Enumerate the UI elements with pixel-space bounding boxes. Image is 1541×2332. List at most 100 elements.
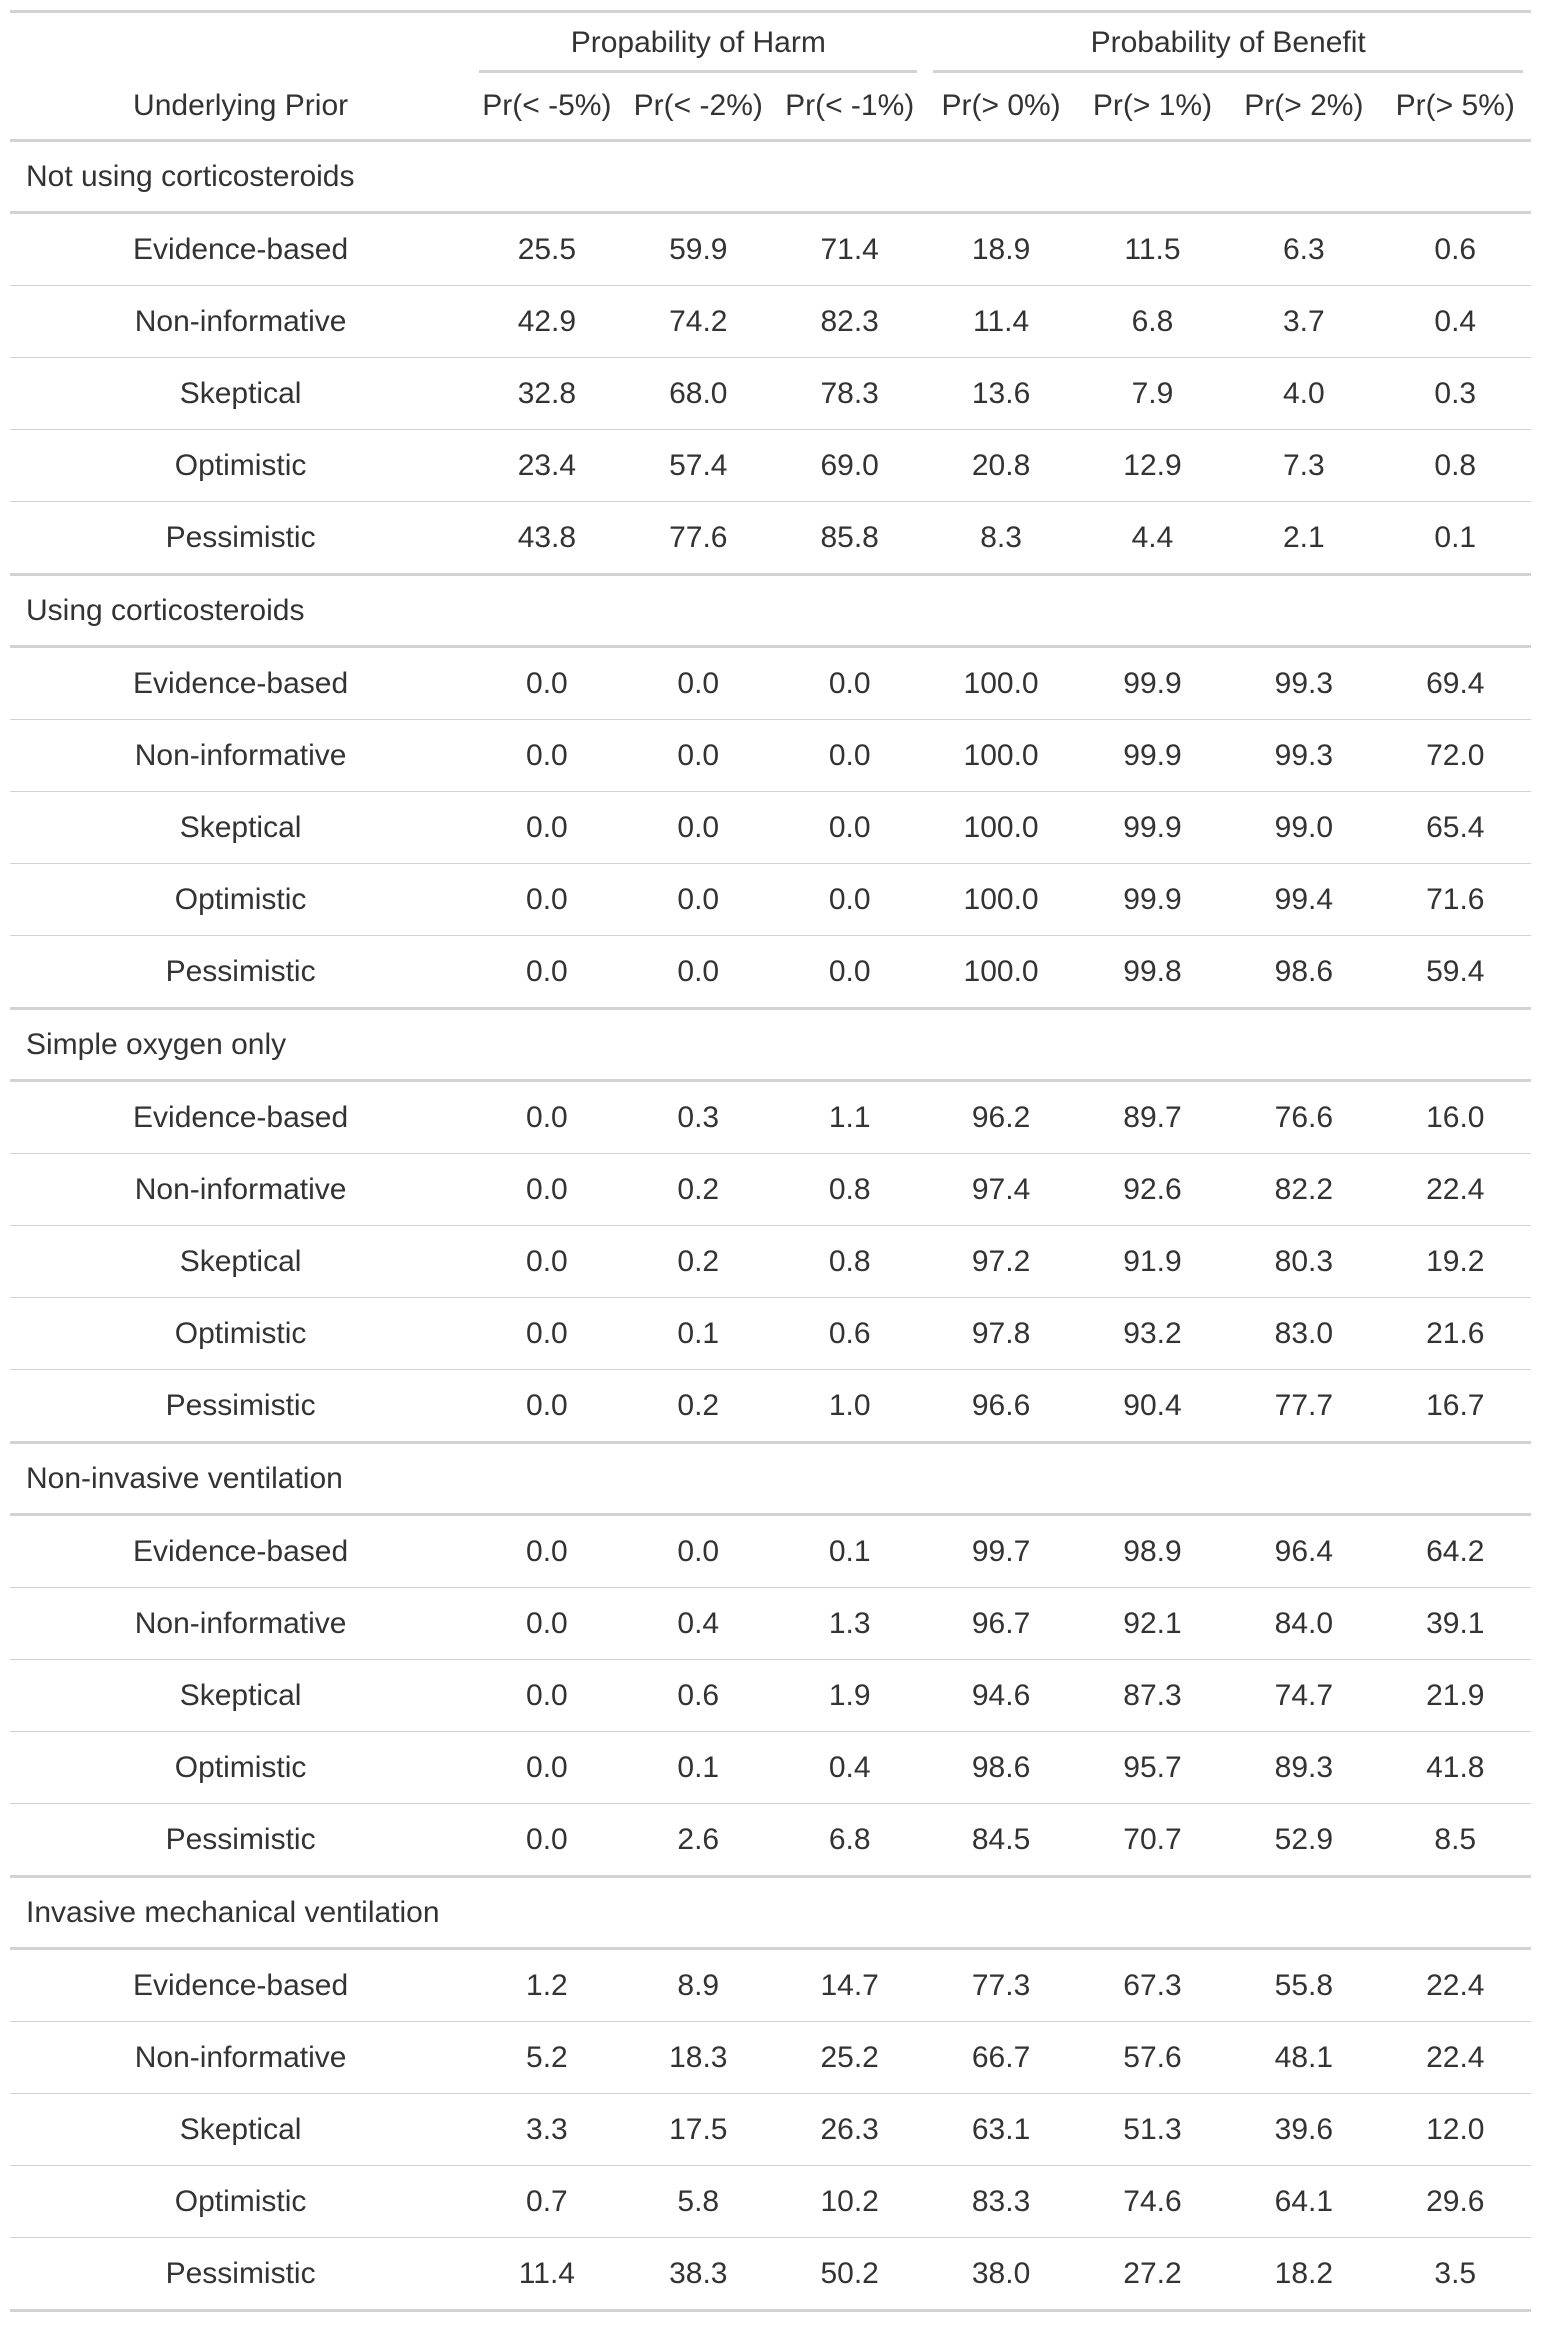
value-cell: 99.4 xyxy=(1228,863,1380,936)
value-cell: 0.0 xyxy=(677,666,720,700)
value-cell: 6.8 xyxy=(773,1803,926,1877)
value-cell: 2.1 xyxy=(1228,501,1380,575)
value-cell: 27.2 xyxy=(1076,2237,1229,2312)
value-cell: 0.0 xyxy=(471,1225,623,1298)
prior-label: Non-informative xyxy=(10,1587,472,1660)
value-cell: 11.5 xyxy=(1124,232,1181,266)
spanner-benefit-label: Probability of Benefit xyxy=(933,26,1523,73)
table-row: Non-informative 42.9 74.2 82.3 11.4 6.8 3.7 0.4 xyxy=(10,285,1531,358)
prior-label: Optimistic xyxy=(10,429,472,502)
value-cell: 99.8 xyxy=(1076,935,1229,1009)
value-cell: 0.0 xyxy=(622,863,774,936)
value-cell: 83.0 xyxy=(1228,1297,1380,1370)
table-row: Evidence-based 1.2 8.9 14.7 77.3 67.3 55.8 22.4 xyxy=(10,1949,1531,2022)
value-cell: 41.8 xyxy=(1379,1731,1531,1804)
prior-label: Optimistic xyxy=(10,2165,472,2238)
table-row: Skeptical 0.0 0.0 0.0 100.0 99.9 99.0 65.4 xyxy=(10,791,1531,864)
value-cell: 0.0 xyxy=(471,1803,623,1877)
value-cell: 99.3 xyxy=(1228,719,1380,792)
value-cell: 52.9 xyxy=(1228,1803,1380,1877)
group-title: Non-invasive ventilation xyxy=(10,1441,1531,1516)
value-cell: 0.0 xyxy=(471,1297,623,1370)
table-row: Evidence-based 25.5 59.9 71.4 18.9 11.5 6.3 0.6 xyxy=(10,213,1531,286)
table-row: Pessimistic 0.0 0.2 1.0 96.6 90.4 77.7 16.7 xyxy=(10,1369,1531,1443)
value-cell: 0.6 xyxy=(622,1659,774,1732)
value-cell: 89.7 xyxy=(1123,1100,1182,1134)
spanner-harm-label: Propability of Harm xyxy=(479,26,918,73)
value-cell: 0.0 xyxy=(677,1534,720,1568)
prior-label: Skeptical xyxy=(10,357,472,430)
value-cell: 8.3 xyxy=(925,501,1077,575)
prior-label: Evidence-based xyxy=(133,232,349,266)
value-cell: 100.0 xyxy=(925,719,1077,792)
group-title: Invasive mechanical ventilation xyxy=(10,1875,1531,1950)
value-cell: 0.1 xyxy=(622,1731,774,1804)
column-header: Pr(> 2%) xyxy=(1228,73,1380,142)
value-cell: 78.3 xyxy=(773,357,926,430)
value-cell: 0.8 xyxy=(773,1225,926,1298)
value-cell: 97.2 xyxy=(925,1225,1077,1298)
column-header: Pr(> 5%) xyxy=(1379,73,1531,142)
prior-label: Skeptical xyxy=(10,791,472,864)
value-cell: 5.8 xyxy=(622,2165,774,2238)
value-cell: 71.6 xyxy=(1379,863,1531,936)
group-row: Not using corticosteroids xyxy=(10,139,1531,214)
prior-label: Evidence-based xyxy=(133,1534,349,1568)
value-cell: 21.9 xyxy=(1379,1659,1531,1732)
value-cell: 96.6 xyxy=(925,1369,1077,1443)
value-cell: 89.3 xyxy=(1228,1731,1380,1804)
table-header: Propability of Harm Probability of Benef… xyxy=(10,10,1531,142)
value-cell: 83.3 xyxy=(925,2165,1077,2238)
value-cell: 77.6 xyxy=(622,501,774,575)
value-cell: 0.0 xyxy=(471,791,623,864)
value-cell: 22.4 xyxy=(1426,1968,1485,2002)
prior-label: Non-informative xyxy=(10,285,472,358)
value-cell: 63.1 xyxy=(925,2093,1077,2166)
value-cell: 1.0 xyxy=(773,1369,926,1443)
value-cell: 69.0 xyxy=(773,429,926,502)
spanner-empty xyxy=(10,10,472,73)
value-cell: 92.1 xyxy=(1076,1587,1229,1660)
value-cell: 100.0 xyxy=(925,935,1077,1009)
value-cell: 0.0 xyxy=(622,719,774,792)
value-cell: 0.4 xyxy=(622,1587,774,1660)
table-row: Optimistic 0.0 0.0 0.0 100.0 99.9 99.4 71.6 xyxy=(10,863,1531,936)
prior-label: Skeptical xyxy=(10,1225,472,1298)
value-cell: 3.7 xyxy=(1228,285,1380,358)
value-cell: 96.7 xyxy=(925,1587,1077,1660)
value-cell: 57.6 xyxy=(1076,2021,1229,2094)
value-cell: 0.0 xyxy=(526,1534,568,1568)
value-cell: 22.4 xyxy=(1379,2021,1531,2094)
value-cell: 100.0 xyxy=(963,666,1039,700)
column-header: Pr(< -5%) xyxy=(471,73,623,142)
value-cell: 82.2 xyxy=(1228,1153,1380,1226)
value-cell: 7.3 xyxy=(1228,429,1380,502)
value-cell: 0.4 xyxy=(1379,285,1531,358)
value-cell: 32.8 xyxy=(471,357,623,430)
value-cell: 13.6 xyxy=(925,357,1077,430)
column-header: Pr(< -2%) xyxy=(622,73,774,142)
value-cell: 96.4 xyxy=(1274,1534,1334,1568)
value-cell: 7.9 xyxy=(1076,357,1229,430)
value-cell: 39.6 xyxy=(1228,2093,1380,2166)
value-cell: 55.8 xyxy=(1274,1968,1334,2002)
prior-label: Non-informative xyxy=(10,719,472,792)
value-cell: 99.9 xyxy=(1076,863,1229,936)
value-cell: 1.2 xyxy=(526,1968,568,2002)
value-cell: 1.1 xyxy=(828,1100,871,1134)
column-header: Pr(> 0%) xyxy=(925,73,1077,142)
value-cell: 97.4 xyxy=(925,1153,1077,1226)
prior-label: Pessimistic xyxy=(10,2237,472,2312)
value-cell: 0.1 xyxy=(828,1534,871,1568)
value-cell: 18.3 xyxy=(622,2021,774,2094)
value-cell: 59.9 xyxy=(669,232,728,266)
group-title: Using corticosteroids xyxy=(10,573,1531,648)
value-cell: 100.0 xyxy=(925,863,1077,936)
prior-label: Skeptical xyxy=(10,2093,472,2166)
table-row: Optimistic 0.0 0.1 0.6 97.8 93.2 83.0 21.6 xyxy=(10,1297,1531,1370)
table-row: Non-informative 0.0 0.4 1.3 96.7 92.1 84.0 39.1 xyxy=(10,1587,1531,1660)
value-cell: 99.7 xyxy=(971,1534,1031,1568)
value-cell: 18.2 xyxy=(1228,2237,1380,2312)
value-cell: 90.4 xyxy=(1076,1369,1229,1443)
